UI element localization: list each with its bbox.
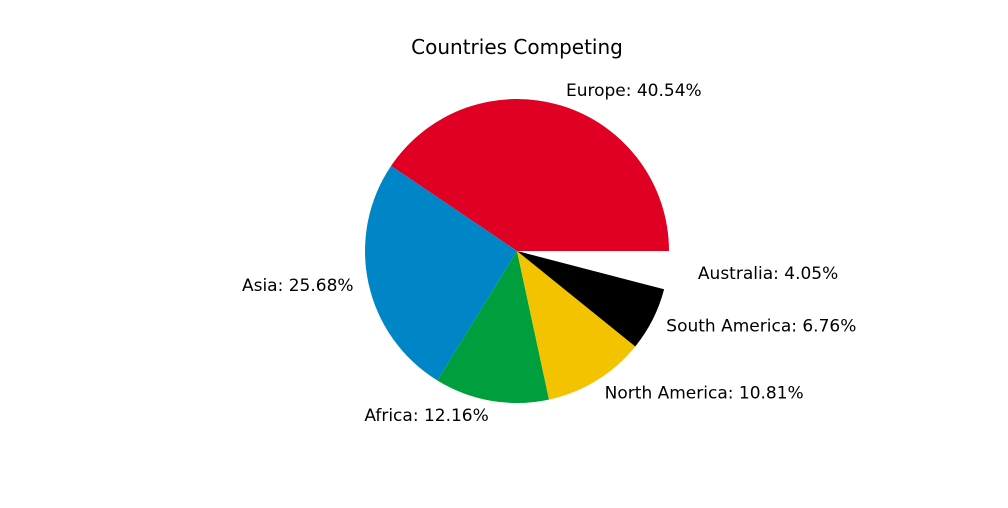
pie-label-north-america: North America: 10.81% [605,383,804,403]
pie-label-south-america: South America: 6.76% [666,316,856,336]
pie-slice-south-america [517,251,665,347]
pie-slices [365,99,685,404]
pie-slice-europe [391,99,669,252]
pie-slice-north-america [517,251,636,400]
pie-slice-asia [365,165,517,381]
pie-label-europe: Europe: 40.54% [566,81,702,101]
pie-slice-africa [437,251,550,404]
pie-label-asia: Asia: 25.68% [242,276,354,296]
pie-labels: Europe: 40.54% Asia: 25.68% Africa: 12.16%… [242,81,856,426]
pie-label-australia: Australia: 4.05% [698,264,838,284]
pie-slice-australia [532,252,685,292]
pie-label-africa: Africa: 12.16% [364,406,488,426]
chart-title: Countries Competing [411,35,623,59]
